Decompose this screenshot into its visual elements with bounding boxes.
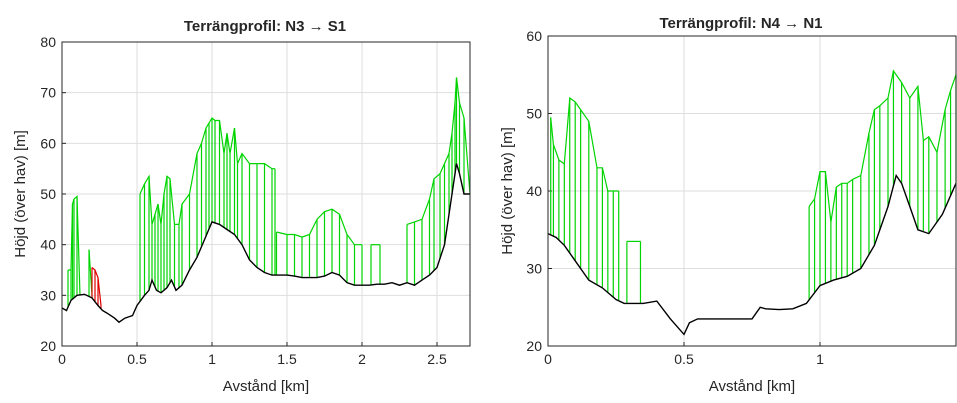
terrain-line	[61, 163, 470, 324]
axes-box	[547, 35, 957, 347]
y-tick-label: 60	[526, 28, 542, 44]
y-tick-label: 30	[526, 261, 542, 277]
x-axis-label: Avstånd [km]	[709, 378, 795, 395]
y-tick-label: 60	[40, 135, 56, 151]
axes-box	[61, 41, 471, 347]
terrain-line	[547, 173, 957, 336]
x-tick-label: 2	[358, 351, 366, 367]
terrain-profile	[547, 173, 957, 336]
visible-sightline-hatch	[275, 209, 363, 286]
grid	[61, 41, 470, 347]
visible-sightline-top-line	[68, 195, 81, 296]
visible-sightline-hatch	[550, 98, 620, 301]
chart-n3-s1: Terrängprofil: N3 → S1 0 0.5 1 1.5 2 2.5 20 30…	[12, 18, 471, 395]
blocked-sightline-top-line	[91, 267, 102, 306]
y-tick-label: 40	[40, 237, 56, 253]
blocked-lines	[91, 267, 102, 309]
visible-sightline-hatch	[626, 241, 642, 304]
y-tick-label: 70	[40, 85, 56, 101]
visible-sightline-hatch	[406, 77, 465, 286]
y-tick-label: 20	[40, 338, 56, 354]
y-tick-labels: 20 30 40 50 60	[526, 28, 542, 354]
y-axis-label: Höjd (över hav) [m]	[12, 130, 29, 258]
terrain-profile	[61, 163, 470, 324]
y-tick-label: 40	[526, 183, 542, 199]
visible-sightline-hatch	[139, 118, 276, 302]
x-tick-label: 0	[544, 351, 552, 367]
y-tick-label: 50	[526, 106, 542, 122]
x-tick-labels: 0 0.5 1 1.5 2 2.5	[58, 351, 447, 367]
chart-title: Terrängprofil: N4 → N1	[659, 15, 822, 32]
y-tick-label: 80	[40, 34, 56, 50]
x-tick-label: 2.5	[427, 351, 447, 367]
y-tick-labels: 20 30 40 50 60 70 80	[40, 34, 56, 354]
visible-sightline-top-line	[550, 96, 619, 192]
visible-sightline-top-line	[808, 69, 957, 223]
visible-sightline-top-line	[406, 77, 471, 225]
x-tick-label: 1.5	[277, 351, 297, 367]
x-tick-label: 0	[58, 351, 66, 367]
x-tick-label: 1	[816, 351, 824, 367]
chart-n4-n1: Terrängprofil: N4 → N1 0 0.5 1 2030405060 …	[499, 15, 957, 395]
visible-sightline-top-line	[139, 117, 275, 225]
y-tick-label: 30	[40, 287, 56, 303]
x-tick-labels: 0 0.5 1	[544, 351, 824, 367]
y-tick-label: 20	[526, 338, 542, 354]
visibility-lines	[550, 69, 957, 304]
x-axis-label: Avstånd [km]	[223, 378, 309, 395]
visible-sightline-top-line	[276, 208, 362, 246]
y-tick-label: 50	[40, 186, 56, 202]
y-axis-label: Höjd (över hav) [m]	[499, 127, 516, 255]
x-tick-label: 0.5	[127, 351, 147, 367]
chart-title: Terrängprofil: N3 → S1	[184, 18, 346, 35]
visible-sightline-hatch	[370, 244, 381, 285]
x-tick-label: 1	[208, 351, 216, 367]
x-tick-label: 0.5	[674, 351, 694, 367]
